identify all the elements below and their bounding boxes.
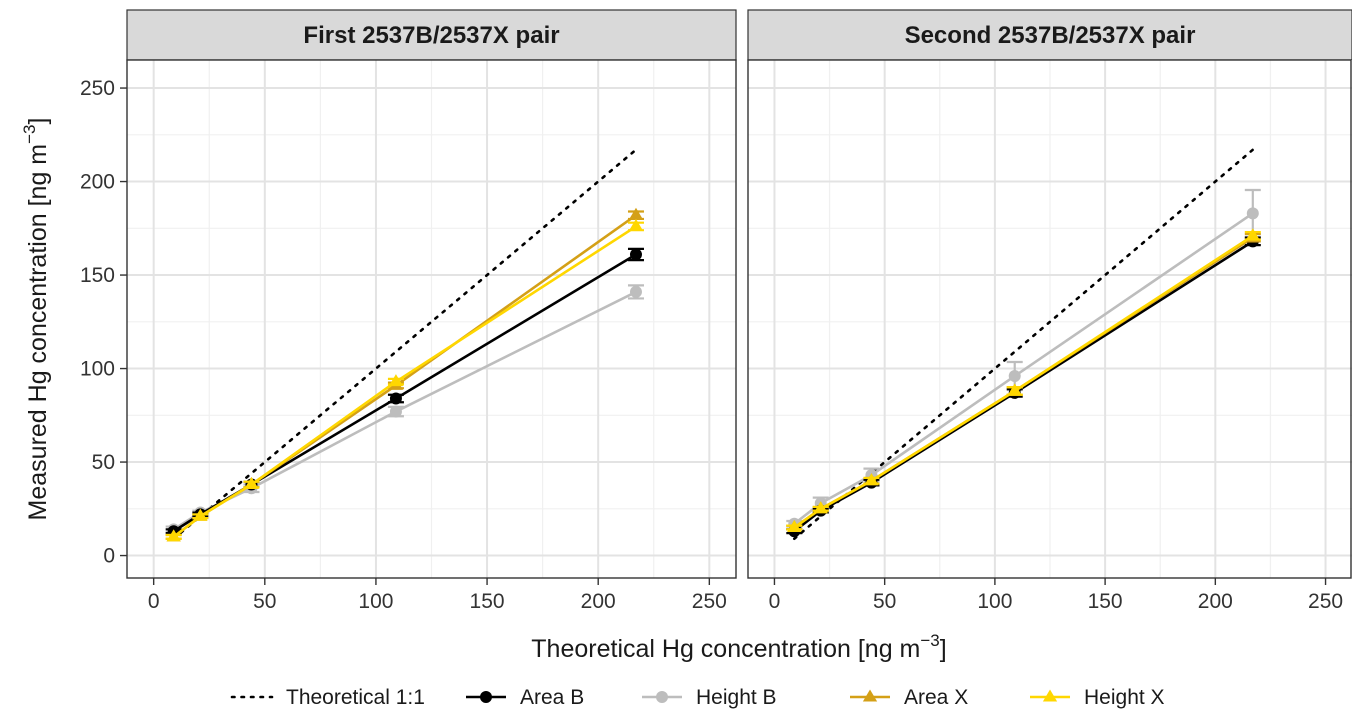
- x-tick-label: 250: [692, 590, 727, 613]
- panel-first-pair: First 2537B/2537X pair 0 50 100 150 200 250: [126, 9, 737, 613]
- legend-marker: [1042, 689, 1058, 702]
- y-tick-label: 150: [80, 264, 115, 287]
- x-axis-title: Theoretical Hg concentration [ng m−3]: [531, 631, 946, 663]
- data-point-height_x: [244, 476, 259, 489]
- strip-background: [126, 9, 737, 61]
- legend-item-area_x: Area X: [850, 686, 968, 709]
- x-ticks: 0 50 100 150 200 250: [769, 578, 1343, 613]
- data-point-height_x: [1007, 383, 1022, 396]
- data-point-height_x: [813, 501, 828, 514]
- y-tick-label: 100: [80, 358, 115, 381]
- grid: [127, 60, 736, 578]
- x-tick-label: 50: [253, 590, 276, 613]
- data-point-height_b: [629, 285, 642, 298]
- series-line-theoretical: [172, 148, 638, 541]
- panel-title: First 2537B/2537X pair: [303, 22, 559, 49]
- data-point-area_x: [628, 207, 644, 220]
- y-tick-label: 200: [80, 171, 115, 194]
- x-tick-label: 200: [581, 590, 616, 613]
- legend-label: Area B: [520, 686, 584, 709]
- legend-label: Theoretical 1:1: [286, 686, 425, 709]
- legend-label: Area X: [904, 686, 968, 709]
- x-tick-label: 200: [1198, 590, 1233, 613]
- grid: [748, 60, 1352, 578]
- x-tick-label: 0: [769, 590, 781, 613]
- legend: Theoretical 1:1 Area B Height B Area X Heigh…: [230, 686, 1165, 709]
- panel-title: Second 2537B/2537X pair: [905, 22, 1196, 49]
- x-tick-label: 100: [977, 590, 1012, 613]
- data-point-height_x: [1245, 228, 1260, 241]
- data-point-area_b: [629, 248, 642, 261]
- legend-item-theoretical: Theoretical 1:1: [230, 686, 425, 709]
- legend-label: Height B: [696, 686, 777, 709]
- x-tick-label: 50: [873, 590, 896, 613]
- plot-border: [126, 59, 737, 579]
- legend-marker: [656, 691, 668, 703]
- panel-second-pair: Second 2537B/2537X pair 0 50 100 150 200 250: [747, 9, 1352, 613]
- x-tick-label: 100: [358, 590, 393, 613]
- legend-marker: [480, 691, 492, 703]
- data-point-height_b: [1246, 207, 1259, 220]
- legend-item-area_b: Area B: [466, 686, 584, 709]
- data-point-area_b: [389, 392, 402, 405]
- data-point-height_x: [166, 529, 181, 542]
- x-ticks: 0 50 100 150 200 250: [148, 578, 727, 613]
- legend-item-height_b: Height B: [642, 686, 777, 709]
- y-tick-label: 50: [92, 451, 115, 474]
- data-point-height_b: [389, 405, 402, 418]
- y-tick-label: 250: [80, 77, 115, 100]
- data-point-height_x: [787, 520, 802, 533]
- x-tick-label: 0: [148, 590, 160, 613]
- data-layer: [786, 148, 1261, 541]
- legend-marker: [862, 689, 878, 702]
- data-point-height_x: [864, 473, 879, 486]
- y-tick-label: 0: [103, 545, 115, 568]
- data-point-height_x: [388, 374, 404, 387]
- plot-border: [747, 59, 1352, 579]
- x-tick-label: 150: [470, 590, 505, 613]
- y-ticks: 0 50 100 150 200 250: [80, 77, 127, 568]
- data-point-height_x: [628, 218, 644, 231]
- legend-item-height_x: Height X: [1030, 686, 1165, 709]
- y-axis-title: Measured Hg concentration [ng m−3]: [20, 118, 52, 521]
- data-point-height_x: [193, 508, 208, 521]
- legend-label: Height X: [1084, 686, 1165, 709]
- x-tick-label: 250: [1308, 590, 1343, 613]
- data-point-height_b: [1008, 370, 1021, 383]
- data-layer: [165, 148, 644, 542]
- x-tick-label: 150: [1088, 590, 1123, 613]
- strip-background: [747, 9, 1352, 61]
